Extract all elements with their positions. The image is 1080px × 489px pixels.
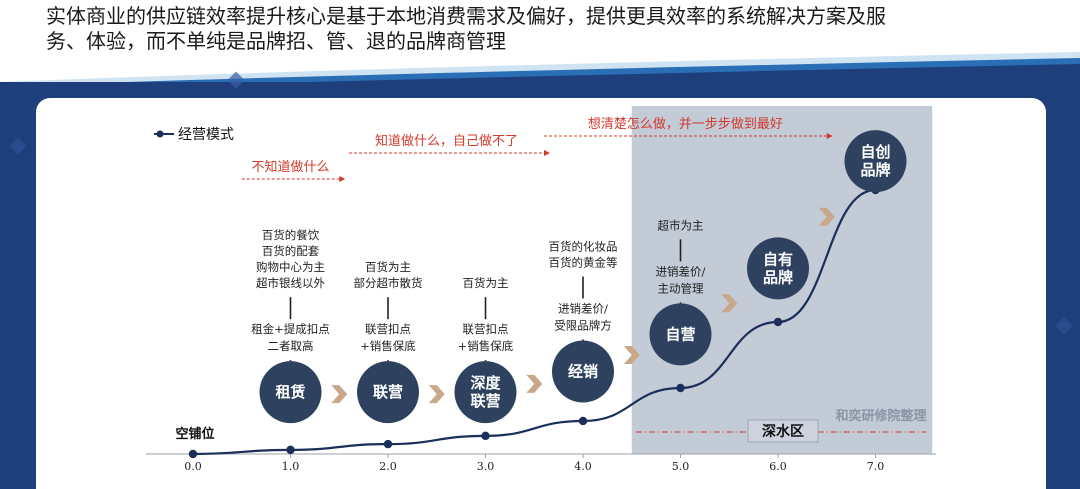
stage-node [649,303,712,366]
stage-upper-note: 超市为主 [658,218,704,232]
curve-point [383,439,393,449]
stage-chevron [526,374,543,393]
stage-node [844,130,907,193]
growth-curve [192,188,876,456]
stage-upper-note-line: 百货的黄金等 [549,256,618,270]
stage-lower-note-line: 联营扣点 [463,322,509,336]
deep-water-label: 深水区 [762,423,804,440]
x-tick-label: 5.0 [672,460,690,473]
phase-arrowhead [826,133,833,139]
stage-upper-note: 百货为主 [463,276,509,290]
stage-chevron [818,207,835,226]
stage-label-line: 品牌 [860,161,890,179]
stage-lower-note: 进销差价/主动管理 [656,264,706,295]
stage-label: 租赁 [275,383,305,401]
stage-lower-note-line: 进销差价/ [656,264,706,278]
curve-point [676,383,685,393]
stage-lower-note-line: 二者取高 [268,339,314,353]
stage-label-line: 深度 [470,374,501,392]
stage-chevron [721,294,738,313]
curve-point [188,449,198,459]
legend-label: 经营模式 [178,127,234,143]
phase-note: 想清楚怎么做，并一步步做到最好 [588,116,783,132]
x-tick-label: 2.0 [379,460,397,473]
x-tick-label: 7.0 [867,460,885,473]
stage-upper-note-line: 购物中心为主 [256,260,325,274]
stage-chevron [331,385,348,404]
stage-upper-note-line: 部分超市散货 [354,276,423,290]
stage-node [747,237,809,300]
stage-upper-note-line: 百货的配套 [262,244,320,258]
watermark-text: 和奕研修院整理 [835,408,926,424]
curve-point [773,317,783,327]
x-tick-label: 1.0 [282,460,300,473]
stage-node [552,340,614,403]
growth-chart: 深水区 和奕研修院整理 0.0 1.0 2.0 3.0 4.0 5.0 6.0 7.0 经营模式空铺… [146,106,936,473]
stage-lower-note-line: +销售保底 [360,339,416,353]
stage-lower-note-line: 受限品牌方 [554,319,612,333]
stage-upper-note-line: 百货为主 [365,260,411,274]
stage-lower-note-line: 进销差价/ [558,302,608,316]
stage-node [259,361,322,424]
stage-node [357,361,419,424]
stage-node [454,361,517,424]
curve-point [286,445,295,455]
stage-label: 经销 [568,363,598,381]
curve-point [481,431,490,441]
stage-label: 联营 [373,383,403,401]
deep-water-label-box [747,419,819,443]
stage-label-line: 联营 [373,383,403,401]
stage-label-line: 自有 [763,250,793,268]
stage-chevron [428,385,445,404]
start-label: 空铺位 [175,426,214,442]
stage-upper-note-line: 超市银线以外 [256,276,325,290]
stage-upper-note-line: 百货的餐饮 [262,228,320,242]
chart-panel: 深水区 和奕研修院整理 0.0 1.0 2.0 3.0 4.0 5.0 6.0 7.0 经营模式空铺… [36,98,1046,489]
stage-lower-note-line: 租金+提成扣点 [251,322,330,336]
stage-upper-note-line: 百货为主 [463,276,509,290]
x-tick-label: 4.0 [574,460,592,473]
stage-label-line: 自营 [665,325,695,343]
stage-label-line: 品牌 [763,268,793,286]
stage-chevron [623,345,640,364]
stage-lower-note-line: +销售保底 [458,339,514,353]
stage-label-line: 租赁 [275,383,305,401]
stage-upper-note-line: 百货的化妆品 [549,240,618,254]
x-tick-label: 0.0 [184,460,202,473]
stage-label-line: 自创 [860,143,890,161]
phase-note: 不知道做什么 [251,159,329,175]
legend-marker [156,130,164,138]
stage-lower-note: 联营扣点 +销售保底 [360,322,416,353]
phase-note: 知道做什么，自己做不了 [375,133,518,149]
curve-point [578,416,588,426]
stage-lower-note-line: 联营扣点 [365,322,411,336]
stage-label-line: 联营 [470,392,500,410]
stage-lower-note: 进销差价/受限品牌方 [554,302,612,333]
stage-lower-note: 联营扣点 +销售保底 [458,322,514,353]
stage-label-line: 经销 [568,363,598,381]
x-tick-label: 6.0 [769,460,787,473]
stage-lower-note-line: 主动管理 [658,281,704,295]
title-line-2: 务、体验，而不单纯是品牌招、管、退的品牌商管理 [46,29,506,53]
page-title: 实体商业的供应链效率提升核心是基于本地消费需求及偏好，提供更具效率的系统解决方案… [46,4,1046,54]
phase-arrowhead [544,150,550,156]
stage-label: 自营 [665,325,695,343]
x-tick-label: 3.0 [477,460,495,473]
stage-upper-note-line: 超市为主 [658,218,704,232]
title-line-1: 实体商业的供应链效率提升核心是基于本地消费需求及偏好，提供更具效率的系统解决方案… [46,4,886,28]
phase-arrowhead [339,176,346,182]
